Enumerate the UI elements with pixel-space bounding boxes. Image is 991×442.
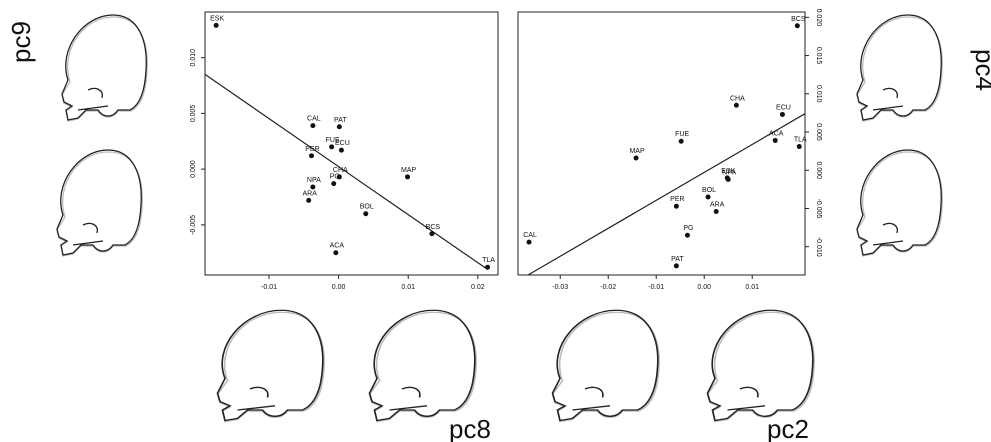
skull	[370, 310, 477, 421]
fit-line	[528, 114, 805, 275]
point-label: PG	[330, 174, 340, 181]
skull	[857, 15, 942, 121]
skull	[57, 150, 142, 256]
point-label: PER	[670, 196, 684, 203]
point-label: ECU	[335, 140, 350, 147]
point	[306, 198, 311, 203]
point-label: BCS	[791, 16, 806, 23]
point-label: ACA	[330, 243, 345, 250]
point-label: MAP	[401, 167, 417, 174]
y-tick-label: 0.000	[815, 161, 822, 179]
point	[527, 240, 532, 245]
point	[309, 153, 314, 158]
point-label: PAT	[671, 256, 684, 263]
y-tick-label: -0.010	[815, 237, 822, 257]
skull	[62, 15, 147, 121]
point-label: PG	[683, 225, 693, 232]
y-tick-label: 0.005	[190, 105, 197, 123]
y-tick-label: 0.010	[190, 49, 197, 67]
point-label: TLA	[794, 137, 807, 144]
point	[634, 156, 639, 161]
point	[780, 112, 785, 117]
y-tick-label: -0.005	[190, 215, 197, 235]
plot-frame	[518, 12, 805, 275]
y-tick-label: 0.005	[815, 123, 822, 141]
point	[726, 177, 731, 182]
x-tick-label: 0.01	[401, 284, 415, 291]
point	[429, 231, 434, 236]
point-label: MAP	[629, 148, 645, 155]
point-label: CAL	[523, 232, 537, 239]
point-label: CHA	[730, 95, 745, 102]
plot-frame	[205, 12, 498, 275]
x-tick-label: 0.01	[745, 284, 759, 291]
point-label: BCS	[426, 224, 441, 231]
point-label: FUE	[675, 131, 689, 138]
skull	[857, 150, 942, 256]
point-label: TLA	[482, 257, 495, 264]
point-label: BOL	[360, 204, 374, 211]
skull	[553, 310, 660, 421]
y-tick-label: -0.005	[815, 199, 822, 219]
point	[331, 181, 336, 186]
axis-label: pc9	[6, 21, 36, 63]
point	[797, 144, 802, 149]
x-tick-label: -0.01	[261, 284, 277, 291]
point	[679, 139, 684, 144]
y-tick-label: 0.020	[815, 9, 822, 27]
point	[773, 138, 778, 143]
point	[734, 103, 739, 108]
point-label: NPA	[307, 177, 321, 184]
axis-label: pc2	[767, 414, 809, 442]
point-label: PER	[305, 146, 319, 153]
point-label: ACA	[769, 130, 784, 137]
axis-label: pc8	[449, 414, 491, 442]
y-tick-label: 0.015	[815, 47, 822, 65]
point	[310, 123, 315, 128]
point-label: NPA	[722, 169, 736, 176]
point	[685, 233, 690, 238]
point	[363, 211, 368, 216]
point	[714, 209, 719, 214]
point	[795, 23, 800, 28]
axis-label: pc4	[970, 49, 991, 91]
point	[329, 144, 334, 149]
y-tick-label: 0.000	[190, 160, 197, 178]
point	[405, 174, 410, 179]
page: pc9 pc4 pc8 pc2 -0.01 0.00 0.01 0.02 -0.005 0…	[0, 0, 991, 442]
skull	[218, 310, 325, 421]
y-tick-label: 0.010	[815, 85, 822, 103]
point-label: PAT	[334, 117, 347, 124]
point	[706, 195, 711, 200]
point-label: CAL	[307, 116, 321, 123]
point	[674, 263, 679, 268]
point	[337, 124, 342, 129]
x-tick-label: 0.02	[471, 284, 485, 291]
point-label: ECU	[776, 104, 791, 111]
point-label: ARA	[302, 190, 317, 197]
x-tick-label: -0.03	[552, 284, 568, 291]
figure: pc9 pc4 pc8 pc2 -0.01 0.00 0.01 0.02 -0.005 0…	[0, 0, 991, 442]
x-tick-label: 0.00	[697, 284, 711, 291]
x-tick-label: 0.00	[332, 284, 346, 291]
point-label: ARA	[710, 202, 725, 209]
point-label: ESK	[210, 15, 224, 22]
point	[310, 184, 315, 189]
point	[674, 204, 679, 209]
skull	[708, 310, 815, 421]
point	[214, 23, 219, 28]
point	[333, 250, 338, 255]
x-tick-label: -0.02	[600, 284, 616, 291]
point	[339, 148, 344, 153]
point	[485, 265, 490, 270]
x-tick-label: -0.01	[648, 284, 664, 291]
point-label: BOL	[702, 187, 716, 194]
